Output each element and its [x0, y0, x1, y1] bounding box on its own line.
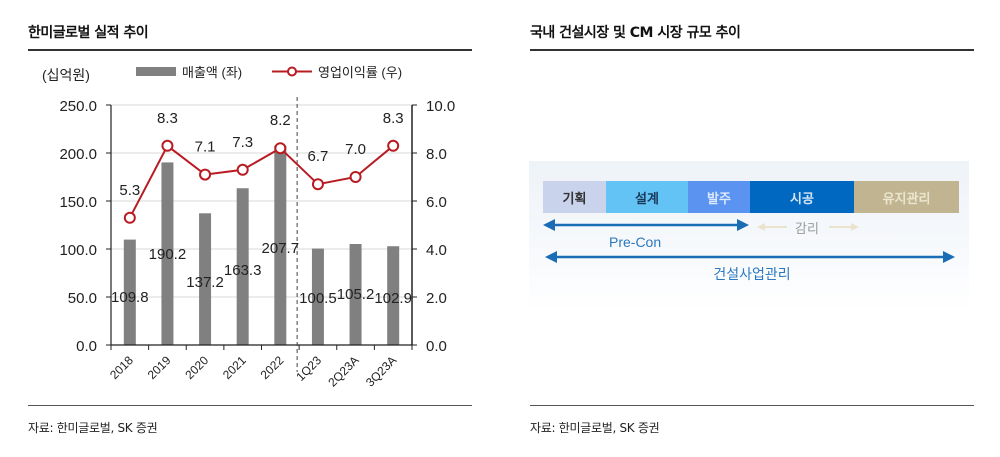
margin-marker: [123, 211, 136, 224]
x-tick-label: 2018: [107, 353, 136, 382]
x-tick-label: 2Q23A: [325, 353, 361, 389]
y2-tick-label: 8.0: [426, 146, 447, 163]
x-tick-label: 2022: [258, 353, 287, 382]
y2-tick-label: 4.0: [426, 242, 447, 259]
revenue-bar: [199, 213, 212, 345]
margin-marker: [274, 142, 287, 155]
source-note: 자료: 한미글로벌, SK 증권: [530, 421, 660, 435]
stage-label: 유지관리: [882, 191, 931, 207]
chart-title: 한미글로벌 실적 추이: [28, 25, 149, 41]
revenue-value-label: 102.9: [374, 290, 412, 307]
cm-label: 건설사업관리: [713, 266, 790, 282]
margin-marker: [387, 139, 400, 152]
margin-marker: [236, 163, 249, 176]
legend-line-marker: [287, 66, 297, 77]
margin-marker: [349, 171, 362, 183]
left-panel: 한미글로벌 실적 추이 (십억원) 매출액 (좌) 영업이익률 (우) 0.0 5…: [28, 25, 472, 435]
cm-process-diagram: 기획 설계 발주 시공 유지관리 Pre-Con 감리 건설사업관리: [529, 161, 969, 311]
y-tick-label: 50.0: [68, 290, 97, 307]
y-tick-label: 150.0: [59, 194, 97, 211]
x-tick-label: 2019: [145, 353, 174, 382]
x-tick-label: 2021: [220, 353, 249, 382]
diagram-title: 국내 건설시장 및 CM 시장 규모 추이: [530, 25, 741, 41]
margin-marker: [199, 168, 212, 181]
x-tick-label: 2020: [182, 353, 211, 382]
stage-label: 시공: [790, 191, 814, 207]
revenue-bar: [311, 248, 324, 345]
supervision-label: 감리: [795, 221, 819, 236]
y-tick-label: 200.0: [59, 146, 97, 163]
stage-maintenance: 유지관리: [854, 181, 959, 213]
legend-bar-label: 매출액 (좌): [182, 65, 242, 80]
margin-value-label: 7.0: [345, 141, 366, 158]
x-tick-label: 1Q23: [293, 353, 324, 384]
margin-value-label: 5.3: [119, 182, 140, 199]
footer-rule: [28, 405, 472, 406]
stage-label: 설계: [635, 191, 659, 207]
legend-line-label: 영업이익률 (우): [318, 65, 402, 80]
revenue-value-label: 105.2: [337, 286, 375, 303]
revenue-value-label: 163.3: [224, 262, 262, 279]
stage-ordering: 발주: [688, 181, 750, 213]
footer-rule: [530, 405, 974, 406]
revenue-bar: [274, 145, 287, 345]
y-tick-label: 0.0: [76, 338, 97, 355]
y-tick-label: 250.0: [59, 98, 97, 115]
precon-arrow: [543, 219, 749, 231]
y2-tick-label: 10.0: [426, 98, 455, 115]
cm-arrow: [545, 251, 955, 263]
y2-tick-label: 6.0: [426, 194, 447, 211]
precon-label: Pre-Con: [609, 234, 661, 250]
title-rule: [28, 49, 472, 51]
stage-design: 설계: [606, 181, 688, 213]
y-tick-label: 100.0: [59, 242, 97, 259]
margin-value-label: 8.3: [157, 110, 178, 127]
margin-value-label: 6.7: [308, 148, 329, 165]
revenue-value-label: 190.2: [149, 246, 187, 263]
right-panel: 국내 건설시장 및 CM 시장 규모 추이 자료: 한미글로벌, SK 증권: [520, 0, 1000, 457]
margin-value-label: 7.1: [195, 139, 216, 156]
revenue-bar: [123, 239, 136, 345]
revenue-value-label: 137.2: [186, 274, 224, 291]
revenue-bar: [236, 188, 249, 345]
stage-row: 기획 설계 발주 시공 유지관리: [543, 181, 959, 213]
margin-marker: [311, 178, 324, 191]
stage-label: 기획: [562, 191, 587, 207]
supervision-arrow: [757, 223, 859, 231]
revenue-bar: [387, 246, 400, 345]
title-rule: [530, 49, 974, 51]
stage-label: 발주: [707, 191, 731, 207]
margin-value-label: 7.3: [232, 134, 253, 151]
revenue-bar: [349, 244, 362, 345]
revenue-value-label: 100.5: [299, 290, 337, 307]
y2-tick-label: 2.0: [426, 290, 447, 307]
line-series: [123, 139, 400, 224]
stage-planning: 기획: [543, 181, 606, 213]
diagram-arrows: Pre-Con 감리 건설사업관리: [543, 219, 955, 282]
y2-tick-label: 0.0: [426, 338, 447, 355]
performance-chart: (십억원) 매출액 (좌) 영업이익률 (우) 0.0 50.0 100.0 150.…: [42, 65, 455, 390]
gridlines: [111, 104, 412, 298]
stage-construction: 시공: [750, 181, 854, 213]
source-note: 자료: 한미글로벌, SK 증권: [28, 421, 158, 435]
margin-marker: [161, 139, 174, 152]
legend-bar-swatch: [136, 67, 176, 76]
revenue-value-label: 109.8: [111, 289, 149, 306]
margin-value-label: 8.2: [270, 112, 291, 129]
revenue-value-label: 207.7: [262, 240, 300, 257]
bar-series: [123, 145, 400, 345]
x-tick-label: 3Q23A: [363, 353, 399, 389]
margin-line: [128, 144, 394, 219]
revenue-bar: [161, 162, 174, 345]
unit-label: (십억원): [42, 67, 90, 83]
margin-value-label: 8.3: [383, 110, 404, 127]
